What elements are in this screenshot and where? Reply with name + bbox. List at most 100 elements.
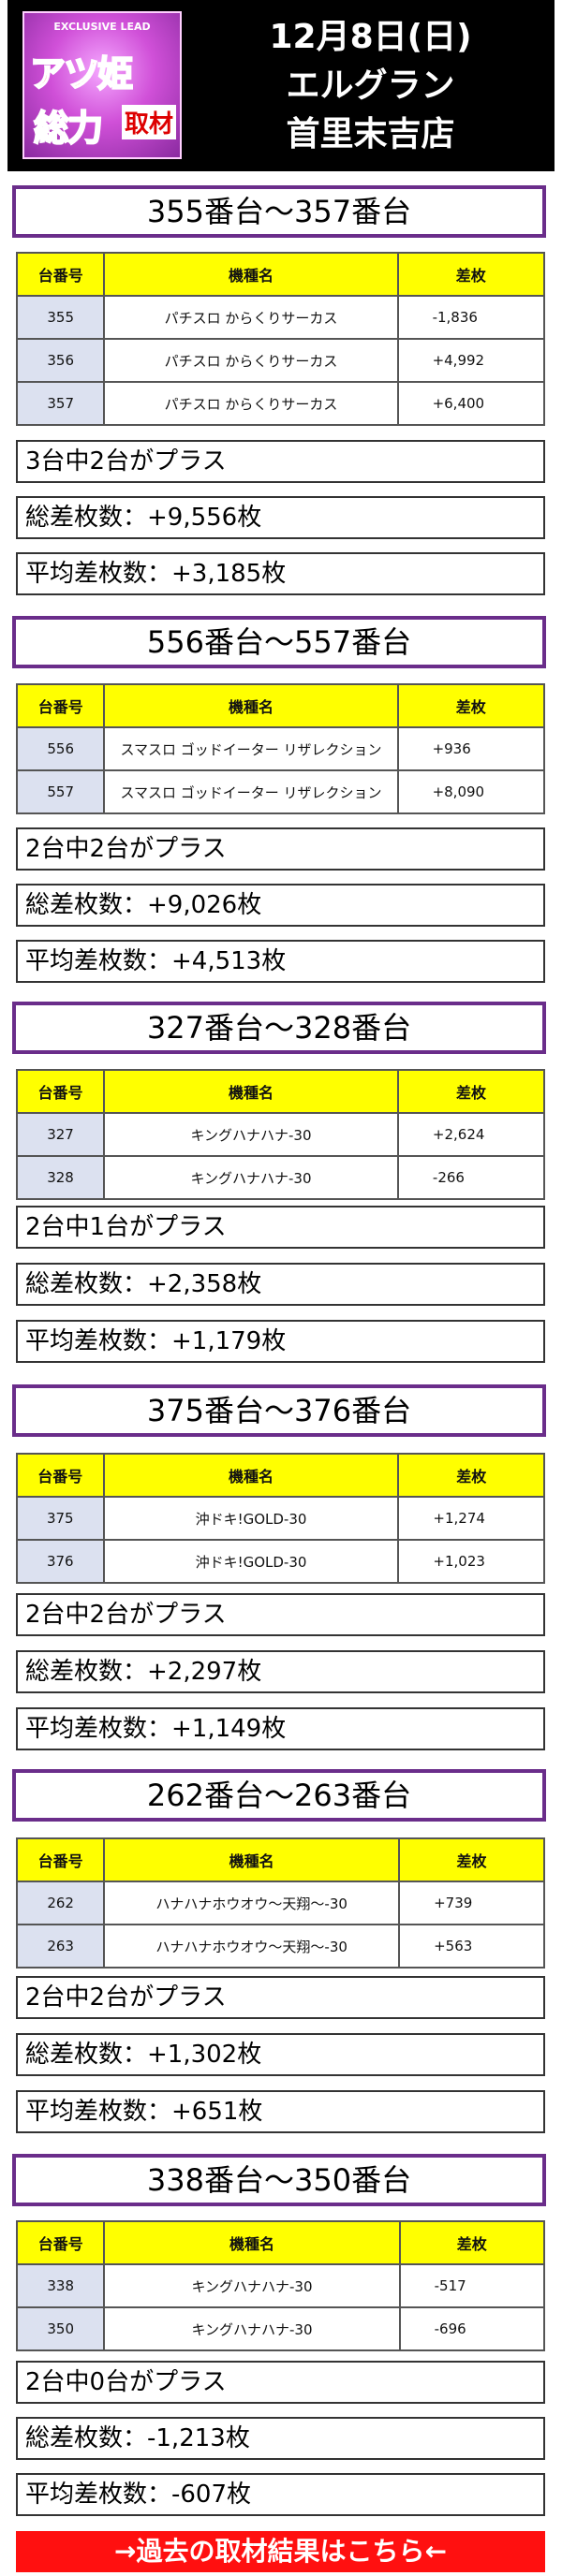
average-diff: 平均差枚数：+1,179枚 (16, 1320, 545, 1363)
total-diff: 総差枚数：-1,213枚 (16, 2417, 545, 2460)
plus-count: 2台中2台がプラス (16, 1593, 545, 1636)
machine-name: キングハナハナ-30 (103, 1112, 399, 1157)
header-diff: 差枚 (397, 1453, 545, 1498)
table-row: 338 キングハナハナ-30 -517 (15, 2263, 546, 2308)
table-row: 356 パチスロ からくりサーカス +4,992 (15, 338, 546, 383)
logo-word-atsuhime: アツ姫 (29, 52, 134, 95)
section-title: 355番台～357番台 (12, 185, 546, 238)
report-date: 12月8日(日) (269, 18, 472, 56)
table-row: 355 パチスロ からくりサーカス -1,836 (15, 295, 546, 340)
coin-diff: +6,400 (396, 381, 546, 426)
header-diff: 差枚 (398, 2220, 546, 2265)
header-machine-name: 機種名 (103, 1837, 401, 1882)
header-diff: 差枚 (398, 1837, 545, 1882)
logo-tagline: EXCLUSIVE LEAD (53, 21, 151, 33)
header-machine-no: 台番号 (15, 252, 106, 297)
table-header-row: 台番号 機種名 差枚 (16, 1453, 545, 1498)
coin-diff: -266 (396, 1155, 546, 1200)
header-machine-name: 機種名 (103, 1069, 399, 1114)
past-results-link[interactable]: →過去の取材結果はこちら← (16, 2531, 545, 2572)
table-header-row: 台番号 機種名 差枚 (15, 2220, 546, 2265)
machine-name: スマスロ ゴッドイーター リザレクション (103, 726, 399, 771)
machine-no: 355 (15, 295, 106, 340)
logo-word-souryoku: 総力 (33, 107, 104, 150)
section-title: 338番台～350番台 (12, 2154, 546, 2206)
header-machine-no: 台番号 (16, 1453, 105, 1498)
machine-no: 557 (15, 769, 106, 814)
header-diff: 差枚 (396, 252, 546, 297)
results-table: 台番号 機種名 差枚 327 キングハナハナ-30 +2,624 328 キング… (15, 1069, 546, 1200)
machine-name: 沖ドキ!GOLD-30 (102, 1496, 400, 1541)
section-title: 556番台～557番台 (12, 616, 546, 668)
machine-no: 357 (15, 381, 106, 426)
machine-no: 338 (15, 2263, 106, 2308)
table-row: 557 スマスロ ゴッドイーター リザレクション +8,090 (15, 769, 546, 814)
machine-no: 376 (16, 1539, 105, 1584)
header-diff: 差枚 (396, 683, 546, 728)
machine-name: ハナハナホウオウ～天翔～-30 (103, 1924, 401, 1969)
coin-diff: +563 (398, 1924, 545, 1969)
machine-name: キングハナハナ-30 (103, 2263, 401, 2308)
header-machine-name: 機種名 (103, 2220, 401, 2265)
total-diff: 総差枚数：+2,358枚 (16, 1263, 545, 1306)
table-header-row: 台番号 機種名 差枚 (15, 252, 546, 297)
header-title: 12月8日(日) エルグラン 首里末吉店 (190, 13, 551, 159)
machine-name: パチスロ からくりサーカス (103, 381, 399, 426)
header-machine-name: 機種名 (103, 683, 399, 728)
plus-count: 2台中1台がプラス (16, 1206, 545, 1249)
average-diff: 平均差枚数：+4,513枚 (16, 940, 545, 983)
table-header-row: 台番号 機種名 差枚 (15, 1069, 546, 1114)
header-machine-no: 台番号 (15, 1069, 106, 1114)
plus-count: 2台中0台がプラス (16, 2361, 545, 2404)
header-machine-no: 台番号 (15, 1837, 106, 1882)
section-title: 327番台～328番台 (12, 1002, 546, 1054)
machine-no: 350 (15, 2306, 106, 2351)
header-banner: EXCLUSIVE LEAD アツ姫 総力 取材 12月8日(日) エルグラン … (7, 0, 555, 171)
plus-count: 3台中2台がプラス (16, 440, 545, 483)
coin-diff: -1,836 (396, 295, 546, 340)
header-diff: 差枚 (396, 1069, 546, 1114)
results-table: 台番号 機種名 差枚 355 パチスロ からくりサーカス -1,836 356 … (15, 252, 546, 426)
machine-name: キングハナハナ-30 (103, 2306, 401, 2351)
table-header-row: 台番号 機種名 差枚 (15, 683, 546, 728)
header-machine-no: 台番号 (15, 2220, 106, 2265)
average-diff: 平均差枚数：+3,185枚 (16, 552, 545, 595)
results-table: 台番号 機種名 差枚 262 ハナハナホウオウ～天翔～-30 +739 263 … (15, 1837, 545, 1969)
coin-diff: -696 (398, 2306, 546, 2351)
table-row: 327 キングハナハナ-30 +2,624 (15, 1112, 546, 1157)
machine-name: パチスロ からくりサーカス (103, 295, 399, 340)
machine-name: ハナハナホウオウ～天翔～-30 (103, 1881, 401, 1925)
table-row: 357 パチスロ からくりサーカス +6,400 (15, 381, 546, 426)
machine-name: キングハナハナ-30 (103, 1155, 399, 1200)
machine-name: スマスロ ゴッドイーター リザレクション (103, 769, 399, 814)
machine-no: 327 (15, 1112, 106, 1157)
plus-count: 2台中2台がプラス (16, 827, 545, 871)
average-diff: 平均差枚数：-607枚 (16, 2473, 545, 2516)
table-row: 556 スマスロ ゴッドイーター リザレクション +936 (15, 726, 546, 771)
coin-diff: +8,090 (396, 769, 546, 814)
plus-count: 2台中2台がプラス (16, 1976, 545, 2019)
coin-diff: +1,023 (397, 1539, 545, 1584)
machine-no: 556 (15, 726, 106, 771)
table-row: 328 キングハナハナ-30 -266 (15, 1155, 546, 1200)
average-diff: 平均差枚数：+1,149枚 (16, 1707, 545, 1750)
machine-no: 328 (15, 1155, 106, 1200)
results-table: 台番号 機種名 差枚 556 スマスロ ゴッドイーター リザレクション +936… (15, 683, 546, 814)
coin-diff: +1,274 (397, 1496, 545, 1541)
atsuhime-logo: EXCLUSIVE LEAD アツ姫 総力 取材 (22, 11, 182, 159)
total-diff: 総差枚数：+2,297枚 (16, 1650, 545, 1693)
store-name-line1: エルグラン (286, 66, 455, 105)
total-diff: 総差枚数：+9,026枚 (16, 884, 545, 927)
table-row: 376 沖ドキ!GOLD-30 +1,023 (16, 1539, 545, 1584)
machine-name: 沖ドキ!GOLD-30 (102, 1539, 400, 1584)
section-title: 375番台～376番台 (12, 1384, 546, 1437)
header-machine-no: 台番号 (15, 683, 106, 728)
total-diff: 総差枚数：+9,556枚 (16, 496, 545, 539)
machine-no: 263 (15, 1924, 106, 1969)
table-row: 262 ハナハナホウオウ～天翔～-30 +739 (15, 1881, 545, 1925)
results-table: 台番号 機種名 差枚 338 キングハナハナ-30 -517 350 キングハナ… (15, 2220, 546, 2351)
table-header-row: 台番号 機種名 差枚 (15, 1837, 545, 1882)
total-diff: 総差枚数：+1,302枚 (16, 2033, 545, 2076)
table-row: 375 沖ドキ!GOLD-30 +1,274 (16, 1496, 545, 1541)
machine-name: パチスロ からくりサーカス (103, 338, 399, 383)
